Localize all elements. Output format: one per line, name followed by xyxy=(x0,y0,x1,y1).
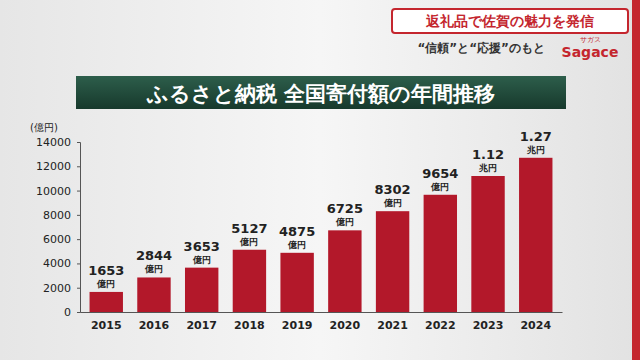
bar xyxy=(328,230,361,312)
chart-root: 返礼品で佐賀の魅力を発信 “信頼”と“応援”のもと サガスSagace ふるさと納税 … xyxy=(0,0,640,360)
y-tick-mark xyxy=(77,263,80,264)
y-tick-label: 2000 xyxy=(43,282,71,295)
y-tick: 12000 xyxy=(36,160,80,173)
data-label: 9654億円 xyxy=(422,166,458,192)
x-axis: 2015 2016 2017 2018 2019 2020 2021 2022 2023 2024 xyxy=(81,312,563,332)
x-tick: 2023 xyxy=(473,312,504,332)
data-label: 1653億円 xyxy=(88,263,124,289)
x-tick-label: 2017 xyxy=(186,319,217,332)
y-tick-label: 8000 xyxy=(43,209,71,222)
y-tick-mark xyxy=(77,142,80,143)
y-tick-mark xyxy=(77,191,80,192)
title-banner xyxy=(76,76,566,109)
y-tick-mark xyxy=(77,215,80,216)
bars xyxy=(90,158,553,312)
bar xyxy=(137,277,170,312)
data-label: 1.27兆円 xyxy=(520,129,552,155)
y-tick-mark xyxy=(77,166,80,167)
x-tick: 2022 xyxy=(425,312,456,332)
y-tick-label: 10000 xyxy=(36,185,71,198)
right-edge xyxy=(632,0,640,360)
data-label: 3653億円 xyxy=(184,239,220,265)
x-tick-label: 2015 xyxy=(91,319,122,332)
y-tick-label: 12000 xyxy=(36,160,71,173)
y-tick-label: 6000 xyxy=(43,233,71,246)
bar xyxy=(233,250,266,312)
x-tick: 2015 xyxy=(91,312,122,332)
x-tick: 2019 xyxy=(282,312,313,332)
bar xyxy=(519,158,552,312)
x-axis-line xyxy=(81,312,563,313)
x-tick-label: 2020 xyxy=(330,319,361,332)
bar xyxy=(280,253,313,312)
x-tick-label: 2018 xyxy=(234,319,265,332)
y-tick-mark xyxy=(77,288,80,289)
bar xyxy=(471,176,504,312)
subline: “信頼”と“応援”のもと xyxy=(417,41,545,55)
y-tick: 2000 xyxy=(43,282,80,295)
x-tick: 2024 xyxy=(520,312,551,332)
x-tick-label: 2023 xyxy=(473,319,504,332)
y-tick: 14000 xyxy=(36,136,80,149)
x-tick: 2021 xyxy=(377,312,408,332)
data-label: 2844億円 xyxy=(136,248,172,274)
data-label: 8302億円 xyxy=(374,182,410,208)
y-tick: 8000 xyxy=(43,209,80,222)
logo-ruby: サガス xyxy=(580,36,601,44)
x-tick-label: 2024 xyxy=(520,319,551,332)
y-tick-label: 4000 xyxy=(43,257,71,270)
bar xyxy=(424,195,457,312)
x-tick: 2016 xyxy=(139,312,170,332)
y-tick-label: 14000 xyxy=(36,136,71,149)
y-axis: 0 2000 4000 6000 8000 10000 12000 14000 xyxy=(36,136,81,319)
x-tick-label: 2022 xyxy=(425,319,456,332)
y-tick: 0 xyxy=(64,306,80,319)
title: ふるさと納税 全国寄付額の年間推移 xyxy=(146,82,495,106)
y-axis-line xyxy=(77,143,81,313)
y-tick-label: 0 xyxy=(64,306,71,319)
headline-box xyxy=(392,9,628,33)
x-tick: 2018 xyxy=(234,312,265,332)
bar xyxy=(185,268,218,312)
y-axis-title: (億円) xyxy=(30,122,58,133)
x-tick-label: 2016 xyxy=(139,319,170,332)
bar xyxy=(376,211,409,312)
x-tick-label: 2019 xyxy=(282,319,313,332)
data-labels: 1653億円 2844億円 3653億円 5127億円 4875億円 6725億円 8302… xyxy=(88,129,552,289)
y-tick: 10000 xyxy=(36,185,80,198)
y-tick: 6000 xyxy=(43,233,80,246)
logo: Sagace xyxy=(562,44,619,60)
data-label: 5127億円 xyxy=(231,221,267,247)
x-tick: 2020 xyxy=(330,312,361,332)
background xyxy=(0,0,640,360)
y-tick-mark xyxy=(77,312,80,313)
x-tick: 2017 xyxy=(186,312,217,332)
y-tick: 4000 xyxy=(43,257,80,270)
data-label: 1.12兆円 xyxy=(472,147,504,173)
data-label: 6725億円 xyxy=(327,201,363,227)
y-tick-mark xyxy=(77,239,80,240)
x-tick-label: 2021 xyxy=(377,319,408,332)
bar xyxy=(90,292,123,312)
data-label: 4875億円 xyxy=(279,224,315,250)
headline: 返礼品で佐賀の魅力を発信 xyxy=(425,13,594,29)
